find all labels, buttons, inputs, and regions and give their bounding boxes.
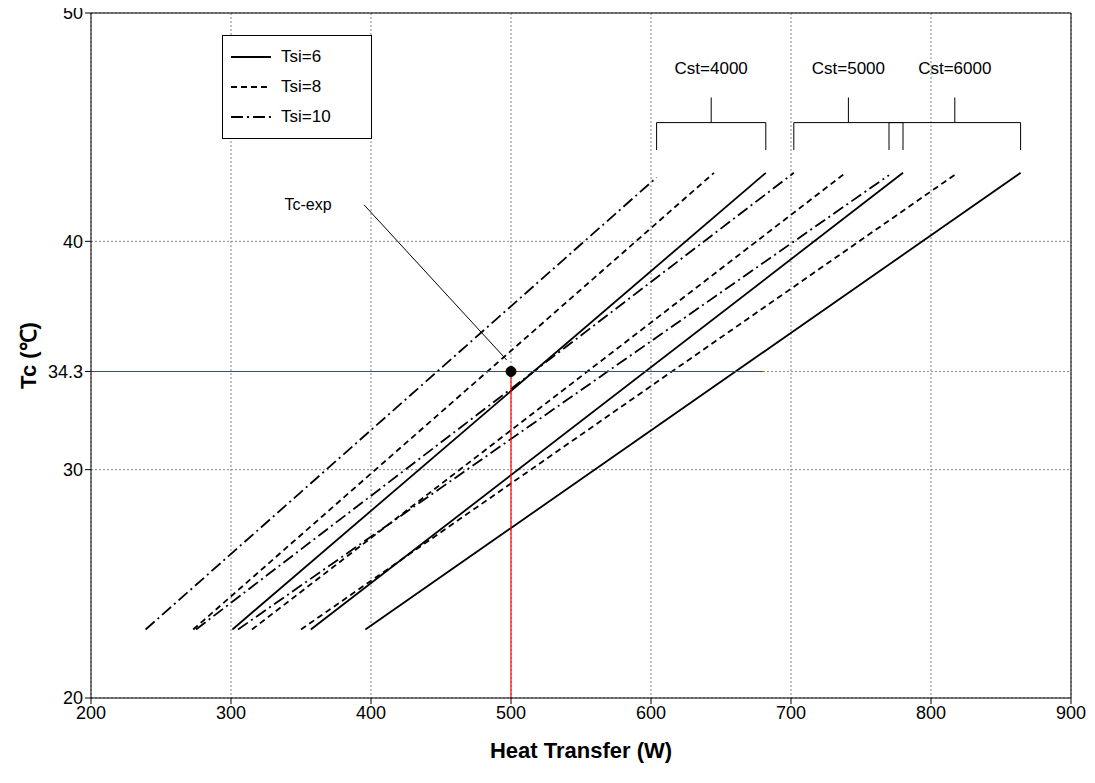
html-text:Tsi=10: Tsi=10 (281, 107, 331, 126)
svg-text:700: 700 (776, 703, 806, 723)
svg-text:200: 200 (76, 702, 106, 723)
svg-text:40: 40 (63, 232, 83, 252)
svg-text:800: 800 (916, 703, 946, 723)
svg-text:400: 400 (356, 703, 386, 723)
svg-text:Cst=6000: Cst=6000 (918, 59, 991, 78)
svg-text:Cst=4000: Cst=4000 (675, 59, 748, 78)
html-text:Tsi=6: Tsi=6 (281, 47, 322, 66)
svg-text:50: 50 (63, 8, 83, 23)
svg-text:Heat Transfer (W): Heat Transfer (W) (490, 738, 672, 763)
svg-text:34.3: 34.3 (48, 362, 83, 382)
svg-text:20: 20 (63, 688, 83, 708)
svg-text:Tc-exp: Tc-exp (284, 196, 331, 213)
svg-text:900: 900 (1056, 703, 1086, 723)
html-text:Tsi=8: Tsi=8 (281, 77, 322, 96)
svg-text:30: 30 (63, 460, 83, 480)
svg-text:Tc (℃): Tc (℃) (16, 322, 41, 389)
svg-text:Cst=5000: Cst=5000 (812, 59, 885, 78)
svg-text:300: 300 (216, 703, 246, 723)
svg-text:500: 500 (496, 703, 526, 723)
svg-text:600: 600 (636, 703, 666, 723)
